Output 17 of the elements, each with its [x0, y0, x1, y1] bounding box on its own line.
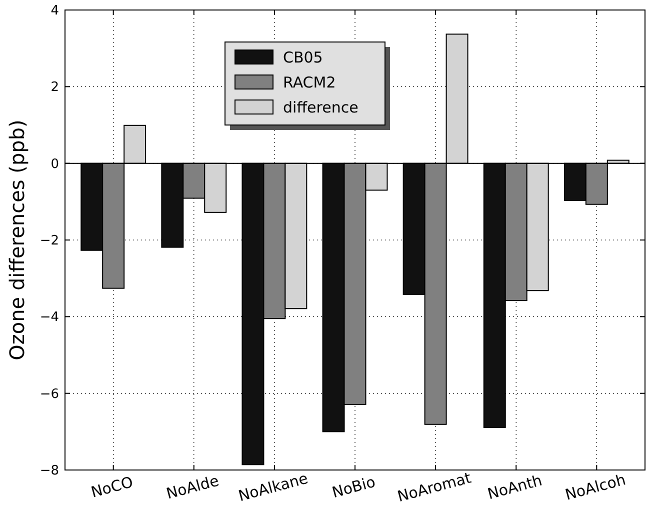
- y-tick-label: −4: [40, 310, 59, 326]
- y-tick-label: −2: [40, 234, 59, 249]
- y-tick-label: −6: [40, 386, 59, 402]
- y-tick-label: 4: [50, 4, 59, 19]
- legend-label: RACM2: [283, 73, 336, 92]
- y-tick-label: −8: [40, 464, 59, 479]
- y-axis-title: Ozone differences (ppb): [5, 120, 29, 360]
- legend-label: CB05: [283, 48, 323, 66]
- x-tick-label: NoAnth: [486, 471, 544, 504]
- x-tick-label: NoAlde: [164, 472, 221, 503]
- y-tick-label: 2: [50, 80, 59, 96]
- x-tick-label: NoAlcoh: [563, 470, 628, 504]
- x-tick-label: NoAlkane: [236, 469, 310, 506]
- legend-label: difference: [283, 98, 358, 116]
- x-tick-label: NoBio: [330, 472, 378, 502]
- y-tick-label: 0: [50, 156, 59, 172]
- x-tick-label: NoCO: [89, 472, 135, 502]
